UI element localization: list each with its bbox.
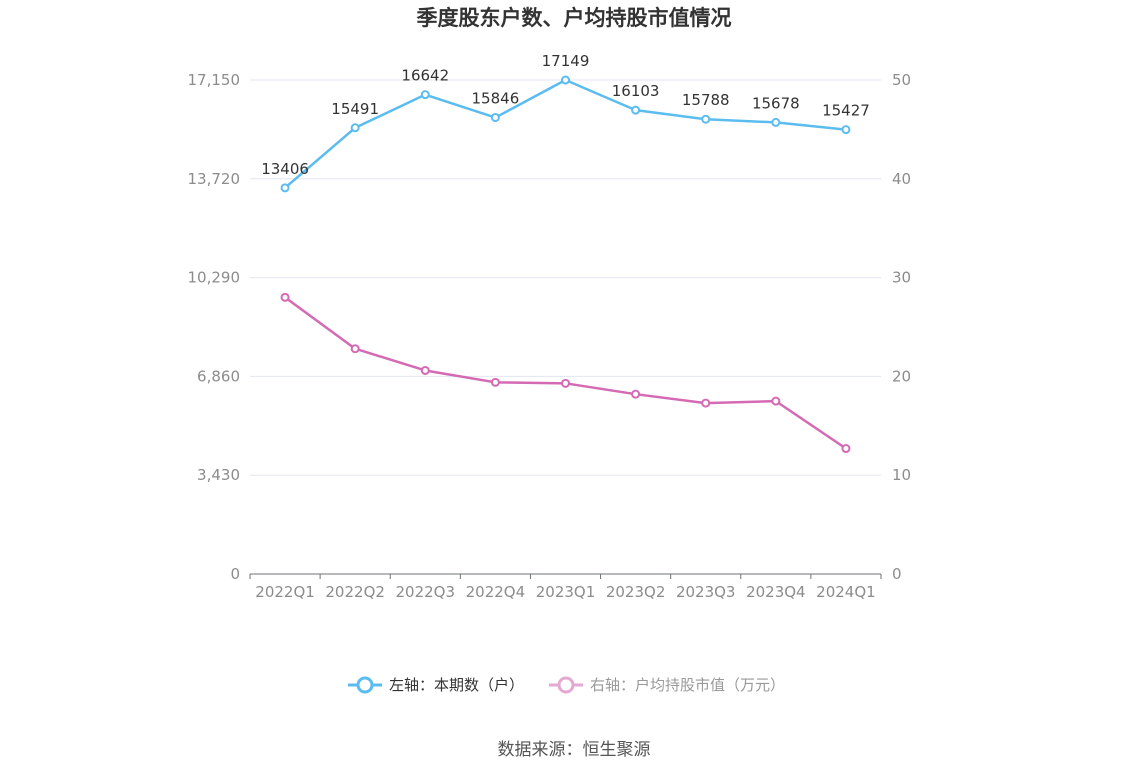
right-tick-label: 50: [892, 71, 911, 89]
data-point-right[interactable]: [280, 292, 290, 302]
data-point-left[interactable]: [631, 105, 641, 115]
data-label: 15427: [822, 102, 870, 120]
left-tick-label: 13,720: [188, 170, 241, 188]
right-axis: 0 10 20 30 40 50: [892, 71, 911, 583]
left-tick-label: 0: [230, 565, 240, 583]
legend-right-series-label: 右轴：户均持股市值（万元）: [590, 676, 785, 694]
right-tick-label: 30: [892, 269, 911, 287]
data-label: 15846: [472, 90, 520, 108]
x-tick-label: 2023Q4: [746, 583, 806, 601]
series-line-right: [284, 296, 847, 450]
data-point-right[interactable]: [701, 398, 711, 408]
right-tick-label: 20: [892, 367, 911, 385]
x-tick-label: 2022Q1: [255, 583, 315, 601]
right-tick-label: 40: [892, 170, 911, 188]
data-point-left[interactable]: [701, 114, 711, 124]
data-label: 15788: [682, 91, 730, 109]
data-point-right[interactable]: [771, 396, 781, 406]
left-tick-label: 17,150: [188, 71, 241, 89]
x-tick-label: 2023Q3: [676, 583, 736, 601]
data-point-right[interactable]: [841, 444, 851, 454]
legend-right-series-marker-icon: [557, 676, 575, 694]
series-layer: 13406 15491 16642 15846 17149 16103 15788 15678…: [261, 52, 870, 454]
data-point-right[interactable]: [490, 377, 500, 387]
chart-title: 季度股东户数、户均持股市值情况: [417, 6, 732, 30]
data-point-left[interactable]: [350, 123, 360, 133]
x-tick-label: 2022Q3: [396, 583, 456, 601]
legend[interactable]: 左轴：本期数（户） 右轴：户均持股市值（万元）: [348, 676, 785, 694]
x-tick-label: 2023Q2: [606, 583, 666, 601]
data-point-right[interactable]: [350, 344, 360, 354]
data-point-left[interactable]: [771, 117, 781, 127]
data-point-left[interactable]: [490, 113, 500, 123]
data-label: 16642: [401, 67, 449, 85]
x-tick-label: 2022Q2: [325, 583, 385, 601]
legend-item-left-series[interactable]: 左轴：本期数（户）: [348, 676, 524, 694]
data-label: 15678: [752, 94, 800, 112]
left-tick-label: 3,430: [197, 466, 240, 484]
legend-left-series-label: 左轴：本期数（户）: [389, 676, 524, 694]
data-point-left[interactable]: [420, 90, 430, 100]
x-tick-label: 2024Q1: [816, 583, 876, 601]
data-point-left[interactable]: [280, 183, 290, 193]
data-point-right[interactable]: [631, 389, 641, 399]
left-tick-label: 10,290: [188, 269, 241, 287]
grid-lines: [250, 79, 881, 476]
x-tick-label: 2023Q1: [536, 583, 596, 601]
x-tick-label: 2022Q4: [466, 583, 526, 601]
left-tick-label: 6,860: [197, 367, 240, 385]
data-point-right[interactable]: [420, 365, 430, 375]
data-point-left[interactable]: [841, 125, 851, 135]
data-source: 数据来源：恒生聚源: [498, 740, 651, 760]
right-tick-label: 0: [892, 565, 902, 583]
data-label: 15491: [331, 100, 379, 118]
left-axis: 0 3,430 6,860 10,290 13,720 17,150: [188, 71, 241, 583]
data-label: 16103: [612, 82, 660, 100]
legend-left-series-marker-icon: [356, 676, 374, 694]
data-label: 13406: [261, 160, 309, 178]
legend-item-right-series[interactable]: 右轴：户均持股市值（万元）: [549, 676, 785, 694]
data-point-left[interactable]: [561, 75, 570, 85]
right-tick-label: 10: [892, 466, 911, 484]
data-point-right[interactable]: [561, 378, 570, 388]
data-label: 17149: [542, 52, 590, 70]
x-axis: 2022Q1 2022Q2 2022Q3 2022Q4 2023Q1 2023Q2 2023…: [249, 573, 882, 601]
